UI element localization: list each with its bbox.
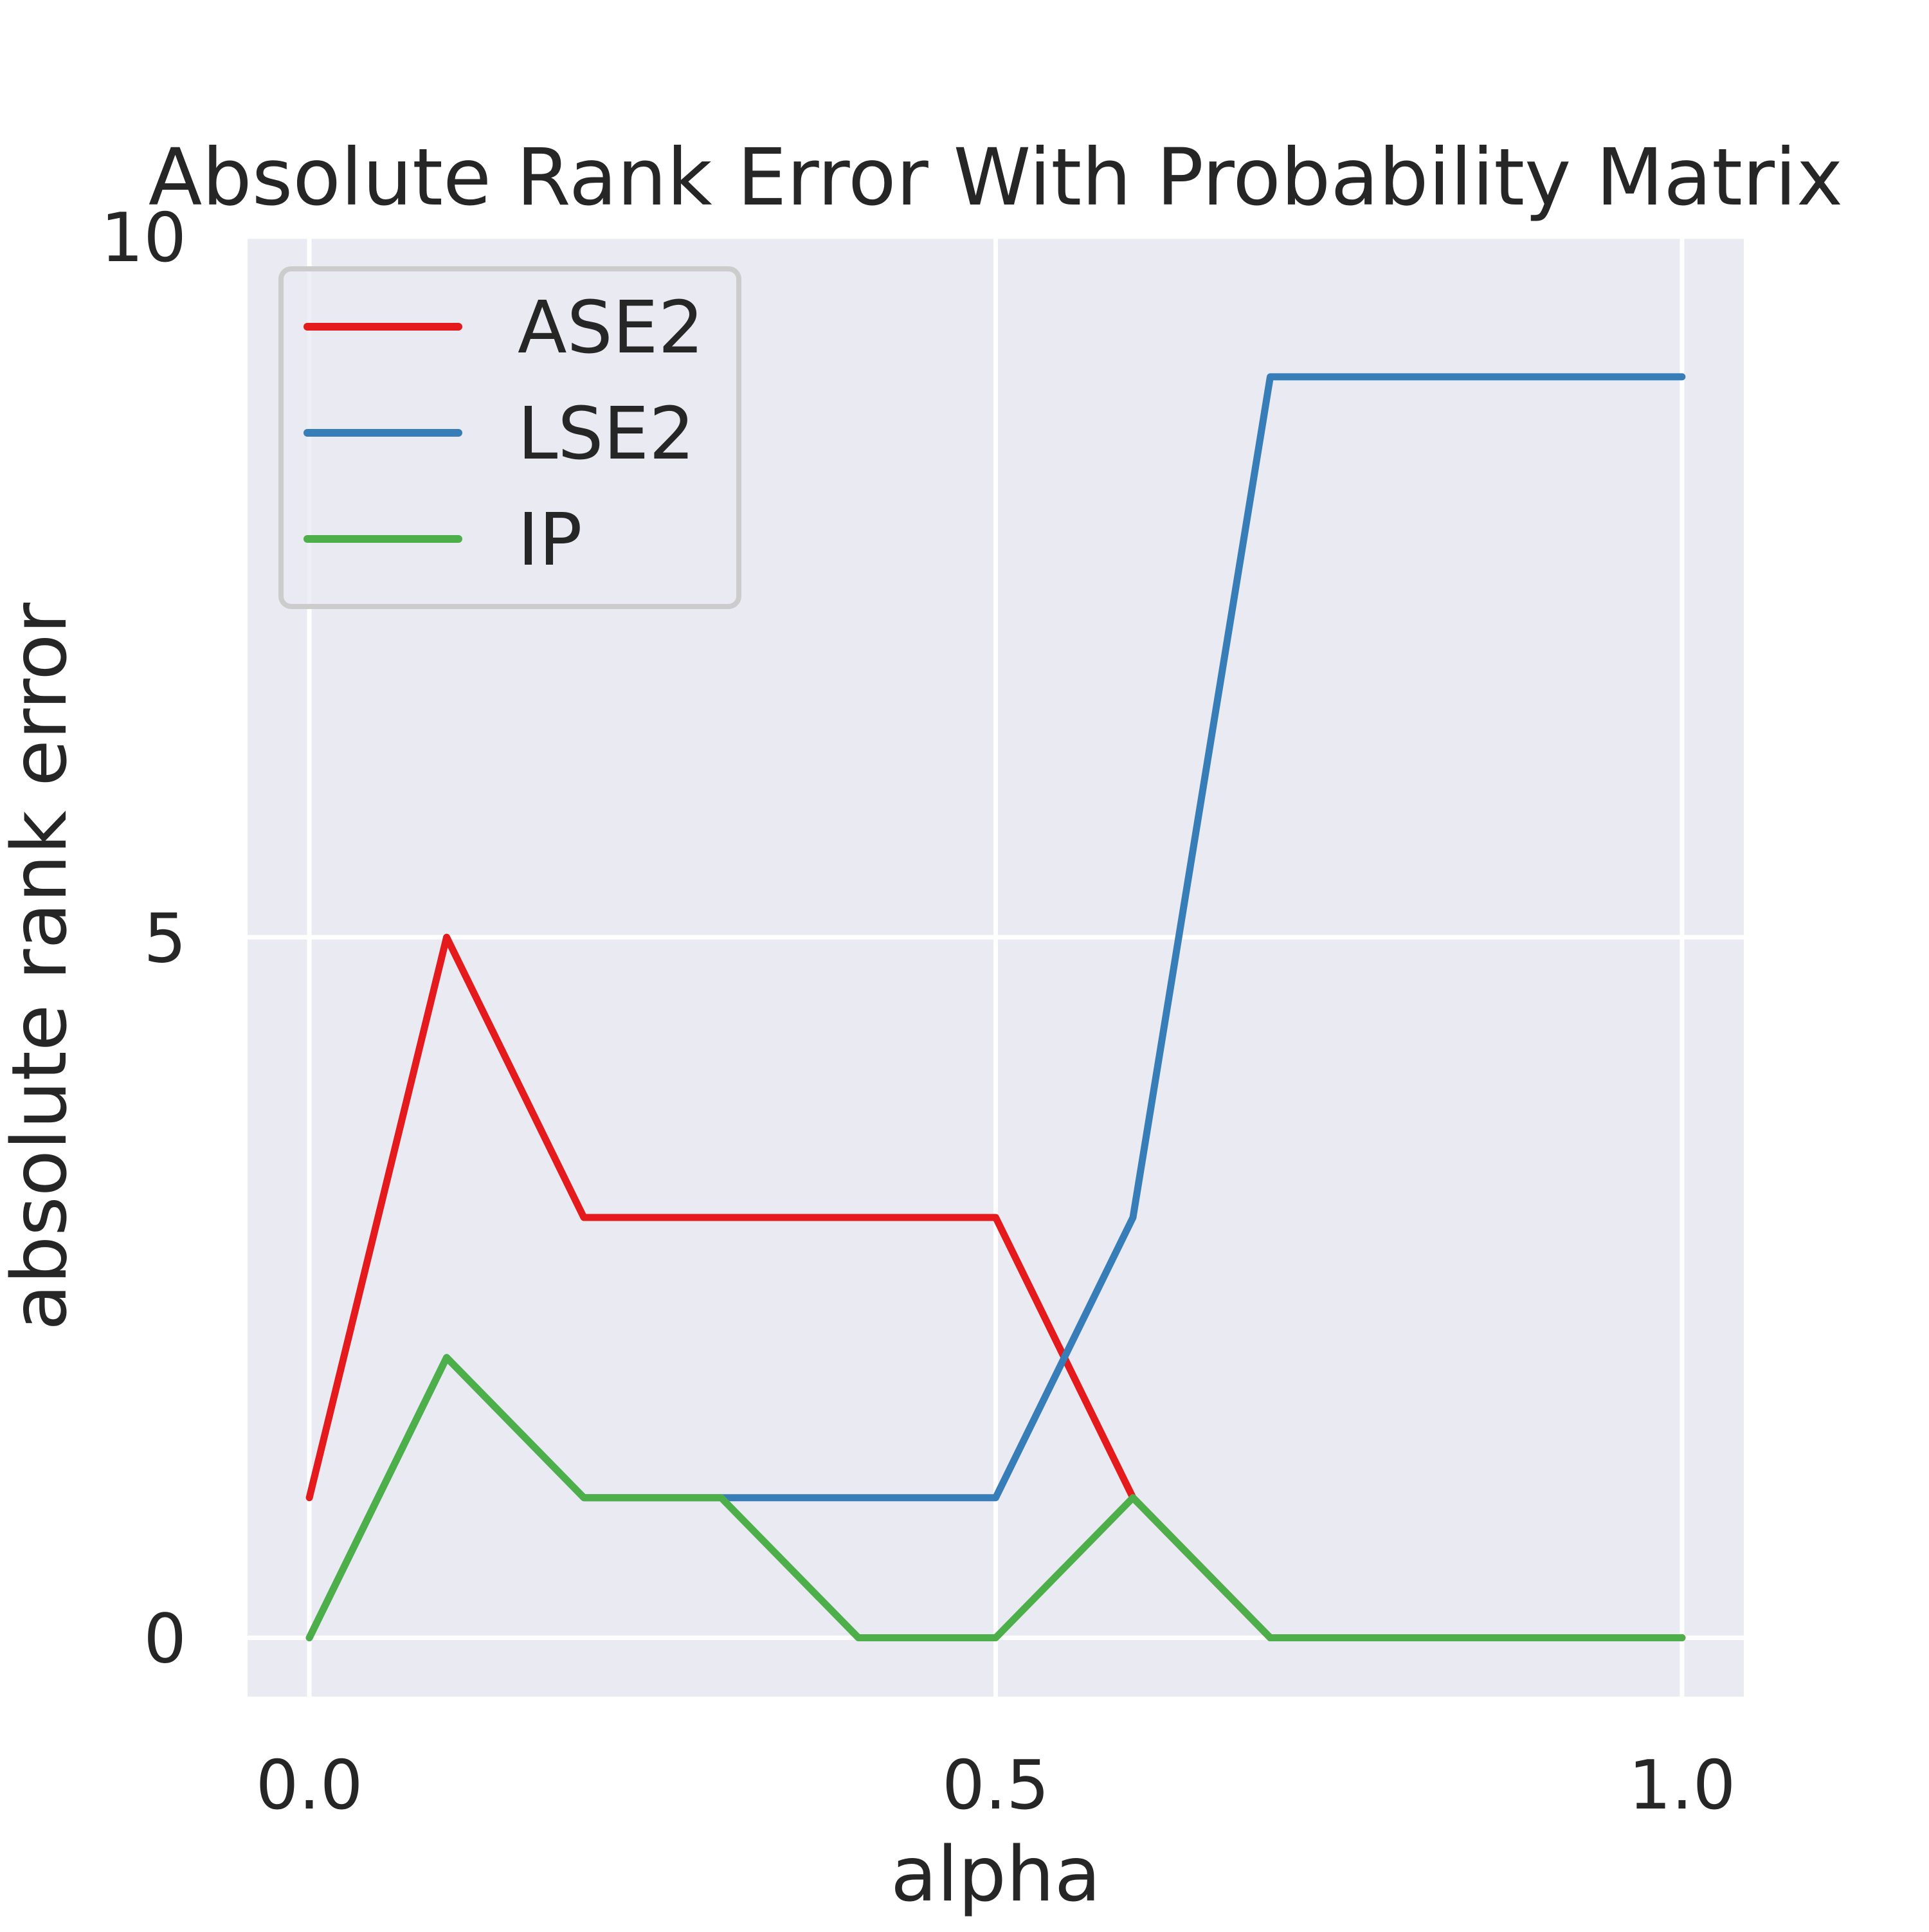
y-tick-label: 10: [100, 199, 186, 277]
x-tick-label: 0.5: [942, 1746, 1049, 1825]
x-tick-label: 1.0: [1628, 1746, 1735, 1825]
y-axis-label: absolute rank error: [0, 603, 84, 1331]
x-tick-label: 0.0: [256, 1746, 363, 1825]
y-tick-label: 0: [143, 1600, 186, 1679]
series-line-ip: [305, 1354, 1686, 1641]
legend-box: [278, 266, 741, 609]
chart-title: Absolute Rank Error With Probability Mat…: [149, 132, 1843, 223]
legend-label-ase2: ASE2: [518, 286, 704, 370]
x-axis-label: alpha: [891, 1830, 1101, 1918]
legend-label-lse2: LSE2: [518, 392, 695, 476]
legend-label-ip: IP: [518, 498, 583, 582]
y-tick-label: 5: [143, 899, 186, 978]
